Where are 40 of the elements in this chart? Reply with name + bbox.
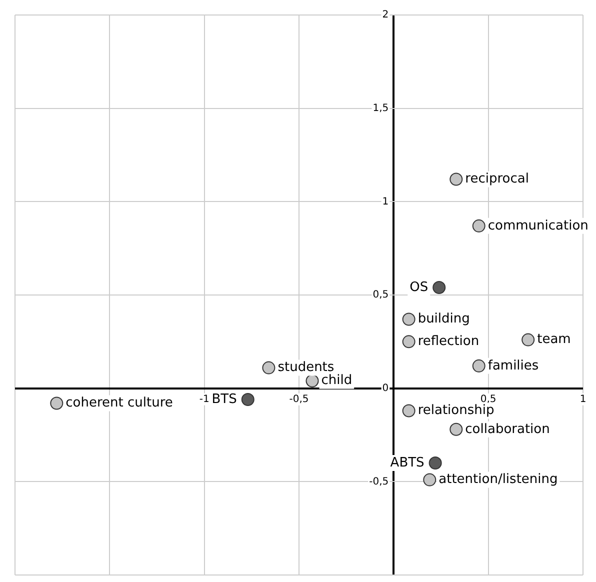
annotation: BTS bbox=[212, 392, 237, 407]
annotation: coherent culture bbox=[66, 396, 173, 411]
annotation: reciprocal bbox=[465, 172, 529, 187]
x-tick-label: -0,5 bbox=[289, 394, 309, 405]
x-tick-label: -1 bbox=[199, 394, 210, 405]
y-tick-label: 1,5 bbox=[372, 102, 389, 114]
annotation: communication bbox=[488, 218, 588, 234]
point bbox=[450, 172, 463, 186]
point bbox=[402, 404, 416, 418]
point bbox=[423, 473, 436, 486]
point bbox=[306, 374, 319, 388]
y-tick-label: 1 bbox=[382, 196, 389, 208]
x-tick-label: 1 bbox=[580, 394, 586, 405]
annotation: OS bbox=[410, 280, 428, 295]
annotation: team bbox=[537, 332, 571, 348]
x-tick-label: 0,5 bbox=[480, 394, 496, 405]
annotation: collaboration bbox=[465, 422, 550, 437]
annotation: relationship bbox=[418, 403, 494, 418]
point bbox=[472, 219, 486, 232]
point bbox=[241, 393, 254, 406]
point bbox=[450, 422, 463, 436]
point bbox=[50, 396, 64, 410]
point bbox=[262, 361, 276, 374]
y-tick-label: 2 bbox=[382, 10, 389, 21]
point bbox=[402, 312, 416, 326]
point bbox=[432, 281, 446, 294]
annotation: ABTS bbox=[390, 455, 424, 470]
annotation: building bbox=[418, 312, 470, 327]
annotation: child bbox=[321, 373, 352, 388]
point bbox=[402, 335, 416, 348]
point bbox=[472, 359, 486, 372]
annotation: families bbox=[488, 358, 539, 374]
annotation: students bbox=[278, 360, 334, 376]
annotation: attention/listening bbox=[438, 472, 558, 488]
annotation: reflection bbox=[418, 334, 480, 350]
point bbox=[522, 333, 535, 346]
point bbox=[428, 456, 442, 470]
y-tick-label: 0 bbox=[382, 382, 389, 394]
y-tick-label: 0,5 bbox=[372, 290, 389, 301]
y-tick-label: -0,5 bbox=[369, 476, 389, 488]
